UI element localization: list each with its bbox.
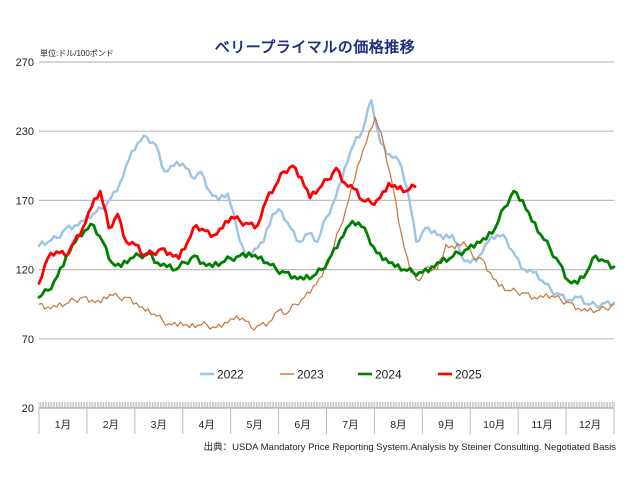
chart-title: ベリープライマルの価格推移 xyxy=(214,39,416,56)
x-tick-label: 7月 xyxy=(342,419,358,431)
y-tick-label: 120 xyxy=(16,265,34,277)
legend-label-2023: 2023 xyxy=(297,368,324,382)
series-line-2025 xyxy=(37,164,417,285)
source-note: 出典：USDA Mandatory Price Reporting System… xyxy=(203,442,616,453)
y-tick-label: 170 xyxy=(16,195,34,207)
legend-label-2024: 2024 xyxy=(375,368,402,382)
y-tick-label: 270 xyxy=(16,57,34,69)
y-tick-label: 20 xyxy=(22,403,34,415)
x-tick-label: 12月 xyxy=(579,419,601,431)
legend-label-2022: 2022 xyxy=(217,368,244,382)
x-axis: 1月 2月 3月 4月 5月 6月 7月 8月 9月 10月 11月 12月 xyxy=(38,402,615,434)
x-tick-label: 4月 xyxy=(199,419,215,431)
x-tick-label: 10月 xyxy=(483,419,505,431)
series-lines xyxy=(37,98,616,331)
x-tick-label: 1月 xyxy=(55,419,71,431)
x-tick-label: 11月 xyxy=(531,419,552,431)
x-tick-label: 9月 xyxy=(438,419,454,431)
y-tick-label: 230 xyxy=(16,126,34,138)
y-axis-ticks: 270 230 170 120 70 20 xyxy=(16,57,34,415)
legend: 2022 2023 2024 2025 xyxy=(200,368,482,382)
x-tick-label: 3月 xyxy=(151,419,167,431)
x-tick-label: 6月 xyxy=(294,419,310,431)
series-line-2023 xyxy=(38,116,615,331)
y-tick-label: 70 xyxy=(22,334,34,346)
x-tick-label: 2月 xyxy=(103,419,119,431)
series-line-2022 xyxy=(37,98,616,310)
x-tick-label: 5月 xyxy=(246,419,262,431)
series-line-2024 xyxy=(37,189,616,299)
x-tick-label: 8月 xyxy=(390,419,406,431)
unit-label: 単位:ドル/100ポンド xyxy=(40,49,114,58)
legend-label-2025: 2025 xyxy=(455,368,482,382)
